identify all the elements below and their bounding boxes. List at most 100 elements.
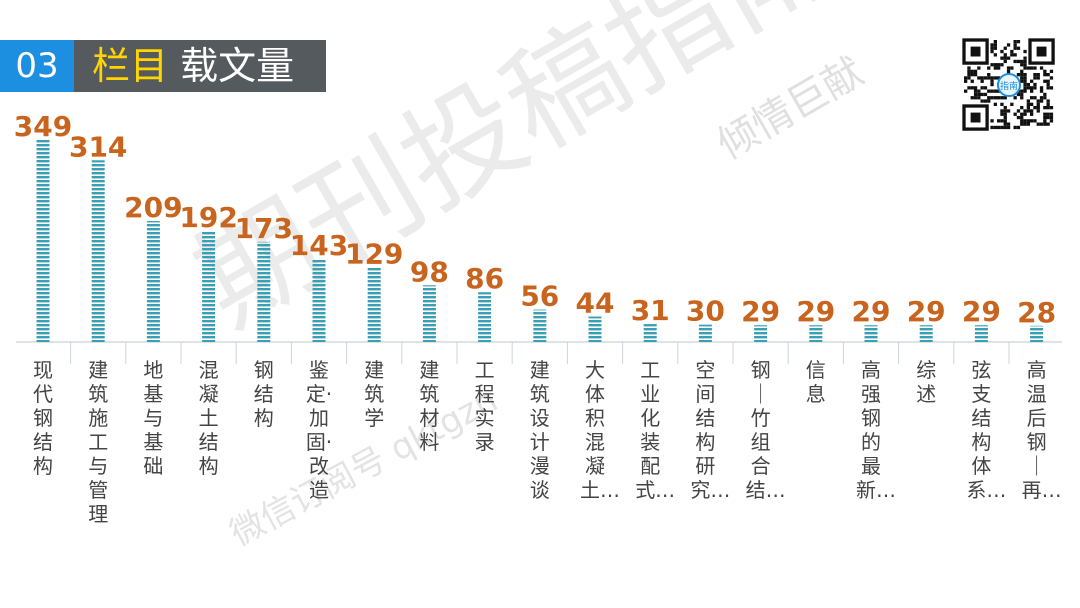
qr-module <box>1026 102 1030 106</box>
category-label-11: 工业化装配式… <box>635 358 676 502</box>
bar-12 <box>698 324 712 342</box>
bar-11 <box>643 324 657 342</box>
value-label-6: 129 <box>345 237 403 270</box>
qr-module <box>1006 125 1011 130</box>
qr-finder-center-0 <box>970 46 981 57</box>
qr-module <box>1049 112 1054 116</box>
qr-module <box>1003 122 1007 126</box>
qr-module <box>1010 53 1014 57</box>
qr-module <box>1039 122 1044 126</box>
category-label-3: 混凝土结构 <box>198 358 219 478</box>
category-label-15: 高强钢的最新… <box>856 358 896 502</box>
qr-module <box>1003 106 1007 110</box>
qr-module <box>1043 106 1047 110</box>
qr-module <box>1030 109 1034 113</box>
qr-module <box>1046 82 1050 87</box>
qr-module <box>1036 122 1040 126</box>
qr-module <box>1000 119 1004 123</box>
qr-module <box>970 79 974 83</box>
qr-module <box>1020 115 1024 120</box>
value-label-10: 44 <box>576 287 615 320</box>
bar-18 <box>1030 325 1044 342</box>
qr-module <box>990 43 994 47</box>
qr-module <box>973 86 978 90</box>
qr-module <box>1020 112 1024 116</box>
qr-module <box>997 66 1001 70</box>
qr-module <box>967 66 971 70</box>
category-label-18: 高温后钢｜再… <box>1021 358 1062 502</box>
value-label-16: 29 <box>907 295 946 328</box>
qr-module <box>1000 49 1004 54</box>
bar-10 <box>588 316 602 342</box>
qr-module <box>970 69 974 73</box>
qr-module <box>987 73 991 77</box>
qr-module <box>1000 56 1004 60</box>
qr-module <box>1013 46 1017 50</box>
category-label-2: 地基与基础 <box>143 358 164 478</box>
qr-module <box>1049 119 1054 123</box>
qr-module <box>1003 109 1007 113</box>
qr-module <box>1026 106 1030 110</box>
qr-module <box>993 40 997 44</box>
qr-module <box>1020 59 1024 64</box>
bar-6 <box>367 267 381 342</box>
section-number: 03 <box>0 40 74 92</box>
qr-module <box>990 46 994 50</box>
qr-module <box>1023 56 1027 60</box>
section-title-rest: 载文量 <box>180 44 295 88</box>
category-label-4: 钢结构 <box>253 358 274 430</box>
value-label-3: 192 <box>179 201 237 234</box>
qr-module <box>1003 115 1007 120</box>
qr-module <box>1006 109 1011 113</box>
qr-module <box>1026 82 1030 87</box>
qr-module <box>977 92 981 97</box>
qr-module <box>997 63 1001 67</box>
qr-module <box>1003 56 1007 60</box>
qr-module <box>1023 59 1027 64</box>
qr-module <box>1046 115 1050 120</box>
qr-module <box>1020 79 1024 83</box>
value-label-1: 314 <box>69 130 127 163</box>
qr-module <box>1003 96 1007 100</box>
qr-module <box>970 86 974 90</box>
qr-module <box>1016 40 1021 44</box>
qr-module <box>967 73 971 77</box>
value-label-7: 98 <box>410 255 449 288</box>
qr-module <box>1006 122 1011 126</box>
qr-module <box>970 73 974 77</box>
category-label-7: 建筑材料 <box>419 358 440 454</box>
category-label-5: 鉴定·加固·改造 <box>305 358 333 502</box>
qr-module <box>990 79 994 83</box>
qr-module <box>1000 112 1004 116</box>
qr-module <box>973 92 978 97</box>
section-title-highlight: 栏目 <box>92 44 169 88</box>
qr-module <box>997 76 1001 80</box>
bar-7 <box>422 285 436 342</box>
qr-module <box>1023 122 1027 126</box>
bar-13 <box>754 325 768 342</box>
qr-module <box>1049 69 1054 73</box>
section-header: 03 栏目 载文量 <box>0 40 326 92</box>
qr-module <box>990 76 994 80</box>
qr-module <box>973 69 978 73</box>
qr-module <box>1036 102 1040 106</box>
bar-0 <box>36 140 50 342</box>
qr-module <box>1020 63 1024 67</box>
qr-module <box>993 125 997 130</box>
qr-module <box>997 89 1001 93</box>
qr-module <box>1000 125 1004 130</box>
qr-module <box>1023 66 1027 70</box>
qr-module <box>1013 43 1017 47</box>
qr-code-icon[interactable]: 指南 <box>962 38 1056 132</box>
qr-module <box>1030 89 1034 93</box>
qr-module <box>1049 115 1054 120</box>
qr-module <box>1036 76 1040 80</box>
qr-module <box>1026 119 1030 123</box>
qr-module <box>1043 92 1047 97</box>
value-label-13: 29 <box>741 295 780 328</box>
bar-3 <box>202 230 216 342</box>
qr-finder-center-2 <box>970 112 981 123</box>
qr-module <box>1043 69 1047 73</box>
value-label-5: 143 <box>290 229 348 262</box>
